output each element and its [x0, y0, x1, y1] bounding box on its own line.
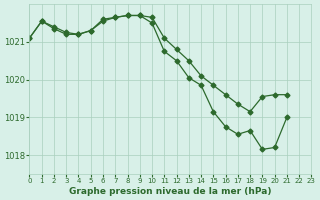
X-axis label: Graphe pression niveau de la mer (hPa): Graphe pression niveau de la mer (hPa): [69, 187, 272, 196]
